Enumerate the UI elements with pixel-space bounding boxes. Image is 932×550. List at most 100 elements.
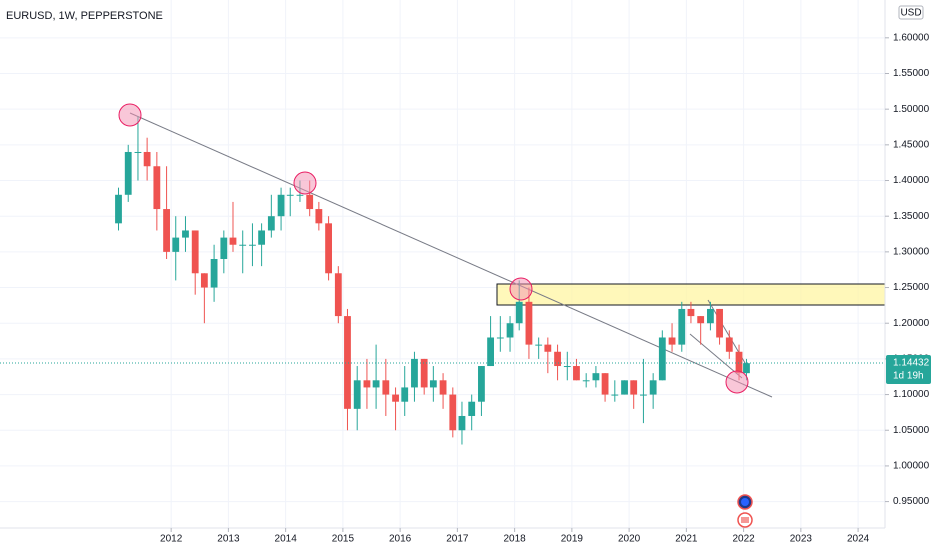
y-tick-label: 1.00000 <box>893 461 930 472</box>
candle-body <box>658 337 666 381</box>
x-tick-label: 2012 <box>160 534 183 545</box>
candle-body <box>535 344 543 346</box>
y-tick-label: 1.30000 <box>893 247 930 258</box>
x-tick-label: 2014 <box>275 534 298 545</box>
touch-circle <box>118 103 142 127</box>
candle-body <box>392 394 399 402</box>
candle-body <box>544 344 552 352</box>
last-price-box <box>886 354 931 384</box>
candles <box>115 116 750 445</box>
x-tick-label: 2020 <box>618 534 641 545</box>
candle-body <box>515 301 523 324</box>
candle-body <box>182 230 189 238</box>
candle-body <box>382 380 390 395</box>
y-tick-label: 1.40000 <box>893 175 930 186</box>
candle-body <box>468 401 476 416</box>
candle-body <box>163 209 170 252</box>
y-tick-label: 1.05000 <box>893 425 930 436</box>
candle-body <box>429 380 437 388</box>
candle-body <box>592 373 600 381</box>
candle-body <box>735 351 743 374</box>
candle-body <box>296 194 304 196</box>
candle-body <box>229 237 237 245</box>
x-tick-label: 2024 <box>847 534 870 545</box>
touch-circle <box>509 277 533 301</box>
candle-body <box>563 366 571 368</box>
x-tick-label: 2015 <box>332 534 355 545</box>
symbol-title: EURUSD, 1W, PEPPERSTONE <box>6 10 163 22</box>
candle-body <box>716 308 723 338</box>
candle-body <box>363 380 371 388</box>
candle-body <box>582 380 590 382</box>
candle-body <box>706 308 714 324</box>
y-tick-label: 1.35000 <box>893 211 930 222</box>
candle-body <box>621 380 628 395</box>
candle-body <box>277 194 285 217</box>
candle-body <box>743 363 750 374</box>
x-tick-label: 2017 <box>446 534 469 545</box>
candle-body <box>344 316 351 409</box>
candle-body <box>124 151 132 195</box>
y-tick-label: 1.55000 <box>893 68 930 79</box>
candle-body <box>668 337 676 345</box>
candle-body <box>267 216 275 231</box>
event-icon-inner <box>741 517 749 523</box>
candle-body <box>420 358 428 388</box>
y-tick-label: 1.60000 <box>893 32 930 43</box>
event-icon-inner <box>741 498 749 506</box>
candle-body <box>525 301 533 345</box>
candle-body <box>458 415 466 431</box>
candle-body <box>200 273 208 288</box>
candle-body <box>449 394 457 431</box>
candle-body <box>725 337 733 352</box>
y-tick-label: 1.50000 <box>893 104 930 115</box>
candle-body <box>220 237 228 260</box>
candle-body <box>401 387 409 402</box>
candle-body <box>439 380 447 395</box>
currency-box <box>898 5 924 20</box>
candle-body <box>249 244 256 246</box>
y-tick-label: 1.25000 <box>893 282 930 293</box>
candle-body <box>134 151 142 153</box>
touch-circle <box>725 370 749 394</box>
candle-body <box>687 308 695 317</box>
candle-body <box>115 194 122 224</box>
candle-body <box>411 358 418 388</box>
candle-body <box>353 380 361 409</box>
candle-body <box>172 237 180 252</box>
y-tick-label: 1.20000 <box>893 318 930 329</box>
candle-body <box>372 380 380 388</box>
candle-body <box>315 209 323 224</box>
candle-body <box>239 244 247 246</box>
touch-circles <box>118 103 749 394</box>
candle-body <box>506 323 514 338</box>
candle-body <box>487 337 494 367</box>
x-tick-label: 2022 <box>732 534 755 545</box>
last-price-label: 1.14432 <box>893 358 930 369</box>
candle-body <box>611 394 619 396</box>
currency: USD <box>900 8 921 19</box>
candle-body <box>630 380 638 395</box>
candle-body <box>191 230 199 274</box>
candle-body <box>286 194 294 196</box>
x-tick-label: 2023 <box>790 534 813 545</box>
candle-body <box>554 351 561 367</box>
x-tick-label: 2018 <box>504 534 527 545</box>
candle-body <box>143 151 151 167</box>
candle-body <box>697 316 705 324</box>
candle-body <box>649 380 657 395</box>
event-icons <box>737 494 753 528</box>
x-tick-label: 2013 <box>217 534 240 545</box>
y-tick-label: 1.45000 <box>893 139 930 150</box>
wedge-line <box>689 333 743 379</box>
x-tick-label: 2021 <box>675 534 698 545</box>
candle-body <box>325 223 332 274</box>
candle-body <box>496 337 504 339</box>
candle-body <box>153 166 161 210</box>
candle-body <box>306 194 314 210</box>
x-tick-label: 2019 <box>561 534 584 545</box>
y-tick-label: 1.10000 <box>893 389 930 400</box>
